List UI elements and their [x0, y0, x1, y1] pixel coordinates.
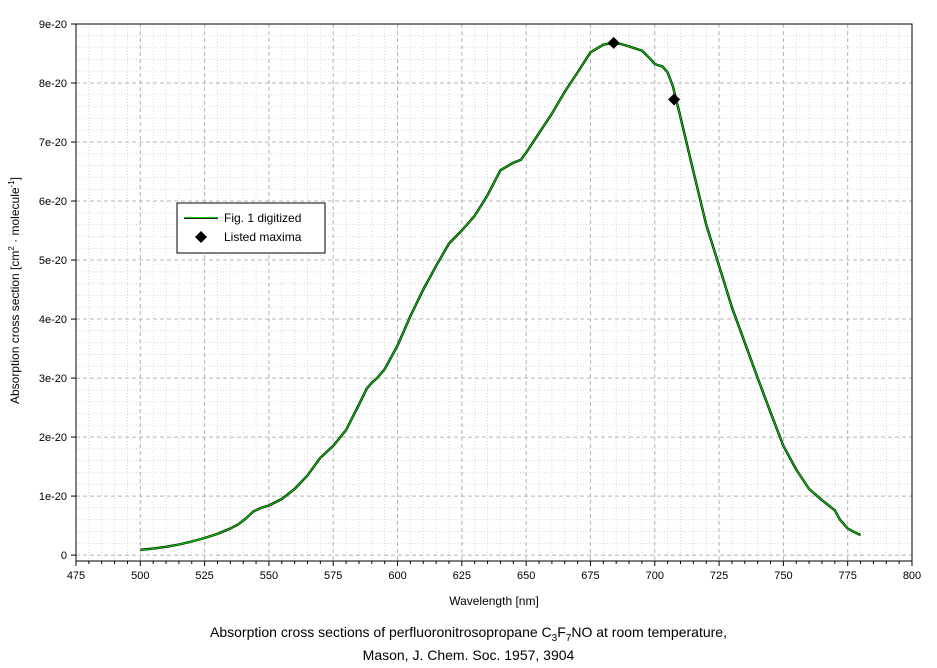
x-tick-label: 550	[260, 570, 278, 582]
maximum-diamond-marker	[607, 36, 620, 49]
y-tick-label: 4e-20	[39, 314, 67, 326]
x-tick-label: 500	[131, 570, 149, 582]
chart: 475 500 525 550 575 600 625 650 675 700 725 750 775 8…	[7, 19, 921, 608]
major-gridlines	[76, 23, 912, 561]
y-label-sup2: -1	[7, 180, 16, 188]
y-tick-label: 8e-20	[39, 78, 67, 90]
legend-box	[176, 202, 326, 254]
x-tick-label: 625	[453, 570, 471, 582]
y-label-sup1: 2	[7, 246, 16, 251]
series-line-shadow	[140, 41, 862, 551]
x-axis-label: Wavelength [nm]	[449, 594, 539, 608]
x-tick-label: 750	[774, 570, 792, 582]
legend: Fig. 1 digitized Listed maxima	[176, 202, 326, 254]
series-layer	[140, 36, 862, 551]
minor-gridlines	[76, 24, 912, 561]
x-tick-label: 600	[388, 570, 406, 582]
legend-label-maxima: Listed maxima	[224, 230, 302, 244]
legend-label-digitized: Fig. 1 digitized	[224, 211, 301, 225]
y-tick-label: 3e-20	[39, 373, 67, 385]
y-tick-label: 9e-20	[39, 19, 67, 31]
y-tick-label: 0	[61, 550, 67, 562]
caption-f: F	[557, 624, 566, 640]
y-axis-label: Absorption cross section [cm2 · molecule…	[7, 177, 22, 404]
y-tick-label: 7e-20	[39, 137, 67, 149]
legend-diamond-icon	[195, 231, 207, 243]
caption-line-1: Absorption cross sections of perfluoroni…	[0, 624, 937, 644]
x-tick-label: 700	[646, 570, 664, 582]
y-tick-label: 6e-20	[39, 196, 67, 208]
x-tick-label: 675	[581, 570, 599, 582]
x-tick-label: 525	[195, 570, 213, 582]
plot-frame	[75, 23, 913, 562]
x-tick-label: 775	[839, 570, 857, 582]
y-tick-label: 2e-20	[39, 432, 67, 444]
caption-text-1: Absorption cross sections of perfluoroni…	[210, 624, 552, 640]
x-tick-label: 475	[67, 570, 85, 582]
series-line-digitized	[140, 42, 861, 551]
y-label-mid: · molecule	[8, 187, 22, 246]
caption-sub-7: 7	[565, 632, 572, 644]
caption-line-2: Mason, J. Chem. Soc. 1957, 3904	[362, 647, 575, 663]
maximum-diamond-marker	[668, 93, 681, 106]
x-tick-label: 725	[710, 570, 728, 582]
caption-text-2: NO at room temperature,	[571, 624, 727, 640]
y-label-main: Absorption cross section [cm	[8, 251, 22, 404]
y-label-end: ]	[8, 177, 22, 180]
x-tick-label: 575	[324, 570, 342, 582]
caption-sub-3: 3	[551, 632, 558, 644]
y-tick-label: 1e-20	[39, 491, 67, 503]
x-axis: 475 500 525 550 575 600 625 650 675 700 725 750 775 8…	[67, 561, 921, 582]
y-axis: 0 1e-20 2e-20 3e-20 4e-20 5e-20 6e-20 7e-20 8e-2…	[39, 19, 76, 562]
x-tick-label: 800	[903, 570, 921, 582]
x-tick-label: 650	[517, 570, 535, 582]
y-tick-label: 5e-20	[39, 255, 67, 267]
